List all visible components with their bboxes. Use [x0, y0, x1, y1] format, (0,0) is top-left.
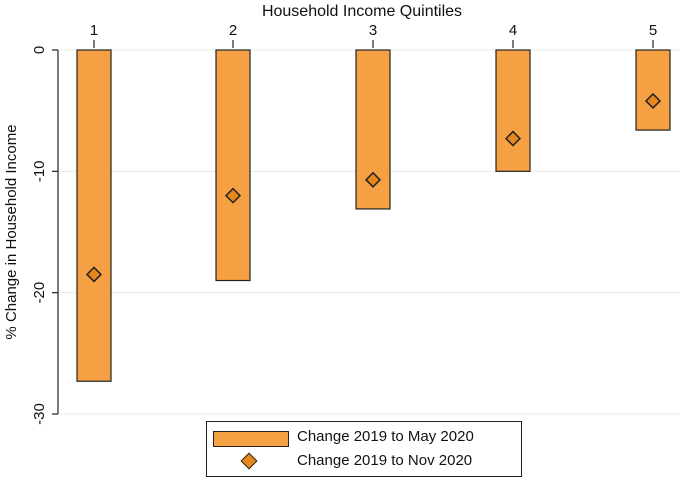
y-tick-label: -30 [31, 403, 48, 425]
bar-quintile-1 [76, 49, 112, 382]
point-quintile-4 [504, 130, 522, 147]
point-quintile-3 [364, 171, 382, 188]
x-axis-title: Household Income Quintiles [262, 3, 462, 20]
bar-quintile-4 [495, 49, 531, 172]
legend-item-bars: Change 2019 to May 2020 [207, 427, 521, 449]
x-tick-label: 1 [90, 22, 98, 39]
y-tick-label: -10 [31, 160, 48, 182]
y-tick-label: 0 [31, 46, 48, 54]
y-tick-label: -20 [31, 282, 48, 304]
x-tick-label: 5 [649, 22, 657, 39]
x-tick-label: 2 [229, 22, 237, 39]
y-axis-title: % Change in Household Income [3, 124, 20, 339]
point-quintile-1 [85, 266, 103, 283]
legend: Change 2019 to May 2020 Change 2019 to N… [206, 421, 522, 477]
bar-quintile-5 [635, 49, 671, 131]
legend-item-diamonds: Change 2019 to Nov 2020 [207, 451, 521, 473]
legend-label-bars: Change 2019 to May 2020 [297, 428, 474, 445]
legend-bar-swatch [213, 431, 289, 447]
point-quintile-5 [644, 92, 662, 110]
point-quintile-2 [224, 187, 242, 204]
x-tick-label: 4 [509, 22, 517, 39]
legend-label-diamonds: Change 2019 to Nov 2020 [297, 452, 473, 469]
bar-quintile-2 [215, 49, 251, 282]
x-tick-label: 3 [369, 22, 377, 39]
legend-diamond-swatch [240, 452, 258, 470]
